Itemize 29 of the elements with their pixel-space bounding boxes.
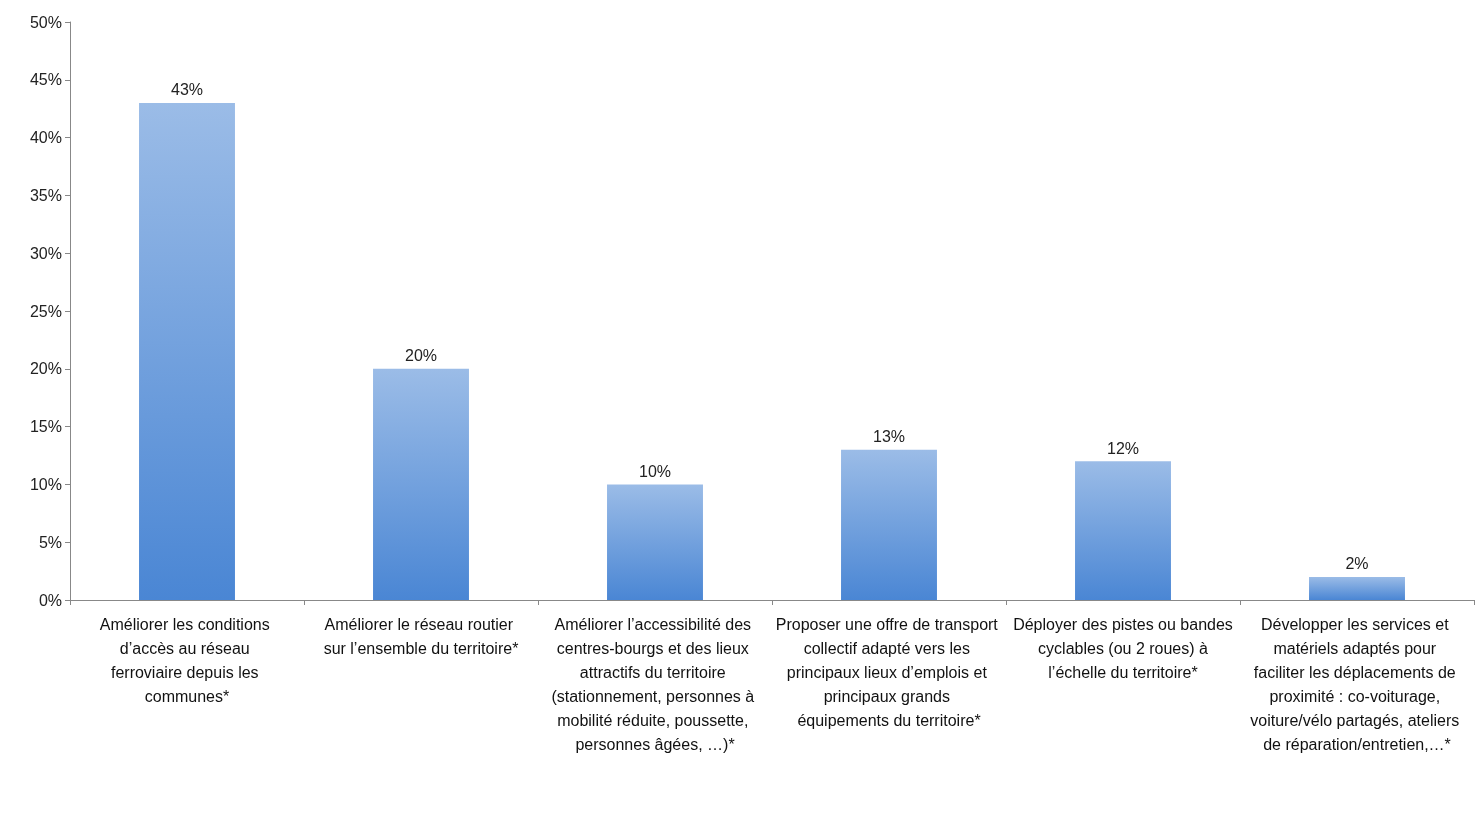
data-label: 10% bbox=[638, 462, 672, 480]
y-tick-label: 10% bbox=[29, 475, 62, 493]
x-tick-label: Développer les services et matériels adaptés pour faciliter les déplacements de proximité : co-voiturage, voiture/vélo partagés, ateliers de réparation/entretien,…* bbox=[1250, 615, 1464, 753]
data-label: 12% bbox=[1106, 439, 1140, 457]
y-tick-label: 45% bbox=[29, 71, 62, 89]
y-tick-label: 5% bbox=[38, 533, 62, 551]
x-tick-label: Améliorer les conditions d’accès au réseau ferroviaire depuis les communes* bbox=[99, 615, 275, 705]
data-label: 43% bbox=[170, 81, 204, 99]
bar bbox=[1309, 576, 1405, 600]
bar bbox=[841, 449, 937, 600]
data-label: 2% bbox=[1345, 555, 1369, 573]
x-tick-label: Améliorer le réseau routier sur l’ensemble du territoire* bbox=[323, 615, 519, 657]
x-tick-label: Déployer des pistes ou bandes cyclables (ou 2 roues) à l’échelle du territoire* bbox=[1013, 615, 1233, 681]
bar bbox=[607, 484, 703, 600]
y-tick-label: 40% bbox=[29, 129, 62, 147]
y-tick-label: 50% bbox=[29, 13, 62, 31]
y-tick-label: 20% bbox=[29, 360, 62, 378]
x-tick-label: Proposer une offre de transport collectif adapté vers les principaux lieux d’emplois et principaux grands équipements du territoire* bbox=[775, 615, 1003, 729]
data-label: 13% bbox=[872, 428, 906, 446]
y-tick-label: 25% bbox=[29, 302, 62, 320]
y-tick-label: 30% bbox=[29, 244, 62, 262]
y-tick-label: 35% bbox=[29, 186, 62, 204]
bar bbox=[373, 368, 469, 600]
data-label: 20% bbox=[404, 347, 438, 365]
y-tick-label: 0% bbox=[38, 591, 62, 609]
bar bbox=[139, 102, 235, 600]
y-tick-label: 15% bbox=[29, 418, 62, 436]
bar bbox=[1075, 461, 1171, 600]
x-tick-label: Améliorer l’accessibilité des centres-bourgs et des lieux attractifs du territoire (stationnement, personnes à mobilité réduite, poussette, personnes âgées, …)* bbox=[551, 615, 759, 753]
